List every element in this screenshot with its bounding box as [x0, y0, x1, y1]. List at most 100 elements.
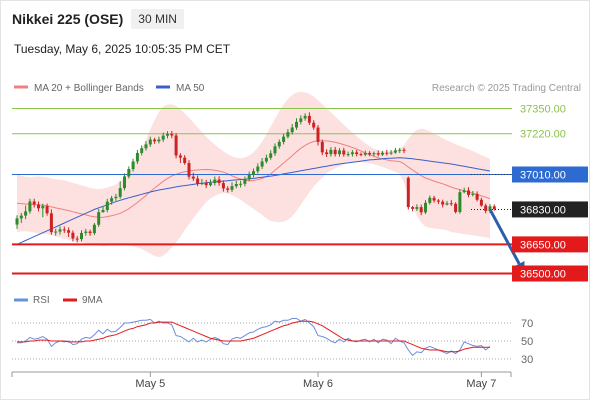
- candle-body: [118, 188, 122, 197]
- candle-body: [424, 202, 427, 213]
- price-level-tag: [512, 201, 588, 218]
- candle-body: [333, 149, 337, 155]
- candle-body: [41, 206, 45, 209]
- candle-body: [209, 183, 212, 186]
- candle-body: [28, 201, 32, 212]
- rsi-level-label: 30: [521, 354, 533, 366]
- candle-body: [359, 154, 363, 156]
- candle-body: [346, 154, 350, 156]
- time-axis-label: May 6: [303, 378, 333, 390]
- candle-body: [295, 121, 298, 128]
- candle-body: [19, 215, 23, 219]
- ma50-line: [16, 157, 491, 245]
- candle-body: [381, 152, 384, 155]
- candle-body: [135, 152, 139, 162]
- candle-body: [110, 198, 114, 202]
- timestamp: Tuesday, May 6, 2025 10:05:35 PM CET: [14, 42, 231, 56]
- candle-body: [71, 232, 75, 239]
- candle-body: [140, 148, 144, 153]
- candle-body: [88, 231, 92, 234]
- candle-body: [213, 179, 217, 184]
- candle-body: [67, 230, 71, 233]
- candle-body: [58, 229, 62, 232]
- rsi-legend: RSI 9MA: [14, 295, 103, 306]
- price-level-label: 36650.00: [520, 239, 566, 251]
- candle-body: [226, 188, 230, 190]
- ma20-legend-label: MA 20 + Bollinger Bands: [34, 83, 144, 94]
- candle-body: [260, 161, 264, 167]
- candle-body: [282, 136, 286, 142]
- candle-body: [484, 205, 488, 211]
- candle-body: [49, 213, 53, 233]
- candle-body: [338, 150, 341, 155]
- time-axis-label: May 7: [466, 378, 496, 390]
- timeframe-badge[interactable]: 30 MIN: [131, 9, 184, 29]
- candle-body: [432, 197, 436, 201]
- candle-body: [230, 186, 234, 190]
- candlesticks: [15, 112, 496, 243]
- legend: MA 20 + Bollinger Bands MA 50 Research ©…: [14, 83, 581, 94]
- candle-body: [368, 152, 372, 155]
- candle-body: [239, 183, 243, 185]
- candle-body: [161, 135, 165, 140]
- candle-body: [200, 183, 204, 185]
- candle-body: [204, 183, 208, 186]
- candle-body: [15, 218, 19, 225]
- rsi-levels: 70 50 30: [12, 318, 533, 366]
- price-level-label: 37350.00: [520, 104, 566, 116]
- price-level-label: 37010.00: [520, 170, 566, 182]
- candle-body: [273, 146, 277, 154]
- price-level-tag: [512, 265, 588, 282]
- candle-body: [32, 201, 36, 205]
- candle-body: [157, 139, 161, 142]
- candle-body: [92, 224, 96, 234]
- candle-body: [234, 184, 238, 187]
- candle-body: [148, 139, 152, 145]
- candle-body: [329, 149, 333, 155]
- candle-body: [252, 171, 255, 175]
- rsi-ma-line: [17, 320, 490, 353]
- candle-body: [393, 150, 397, 153]
- rsi-level-label: 70: [521, 318, 533, 330]
- candle-body: [454, 203, 458, 212]
- candle-body: [75, 238, 79, 240]
- candle-body: [342, 150, 346, 155]
- candle-body: [84, 231, 88, 233]
- candle-body: [24, 211, 28, 216]
- candle-body: [131, 161, 135, 170]
- candle-body: [290, 127, 294, 133]
- candle-body: [105, 201, 109, 211]
- candle-body: [312, 122, 316, 128]
- candle-body: [256, 166, 260, 172]
- candle-body: [303, 115, 307, 119]
- candle-body: [402, 149, 406, 151]
- candle-body: [385, 152, 389, 154]
- candle-body: [325, 152, 329, 155]
- candle-body: [144, 144, 148, 149]
- rsi-legend-label: RSI: [33, 295, 50, 306]
- candle-body: [174, 135, 178, 156]
- candle-body: [247, 174, 251, 180]
- candle-body: [419, 207, 423, 213]
- time-axis: May 5 May 6 May 7: [11, 371, 512, 390]
- candle-body: [363, 152, 367, 155]
- candle-body: [307, 115, 311, 123]
- candle-body: [475, 193, 479, 200]
- candle-body: [488, 206, 492, 211]
- candle-body: [166, 133, 169, 136]
- candle-body: [127, 169, 131, 177]
- candle-body: [355, 152, 359, 155]
- candle-body: [350, 152, 354, 155]
- candle-body: [269, 153, 273, 158]
- candle-body: [411, 207, 415, 209]
- price-level-label: 36500.00: [520, 269, 566, 281]
- candle-body: [320, 141, 324, 153]
- price-levels: [12, 108, 512, 275]
- candle-body: [492, 206, 496, 210]
- candle-body: [243, 179, 247, 184]
- forecast-arrow-shaft: [488, 208, 521, 265]
- candle-body: [441, 201, 445, 205]
- candle-body: [80, 232, 83, 240]
